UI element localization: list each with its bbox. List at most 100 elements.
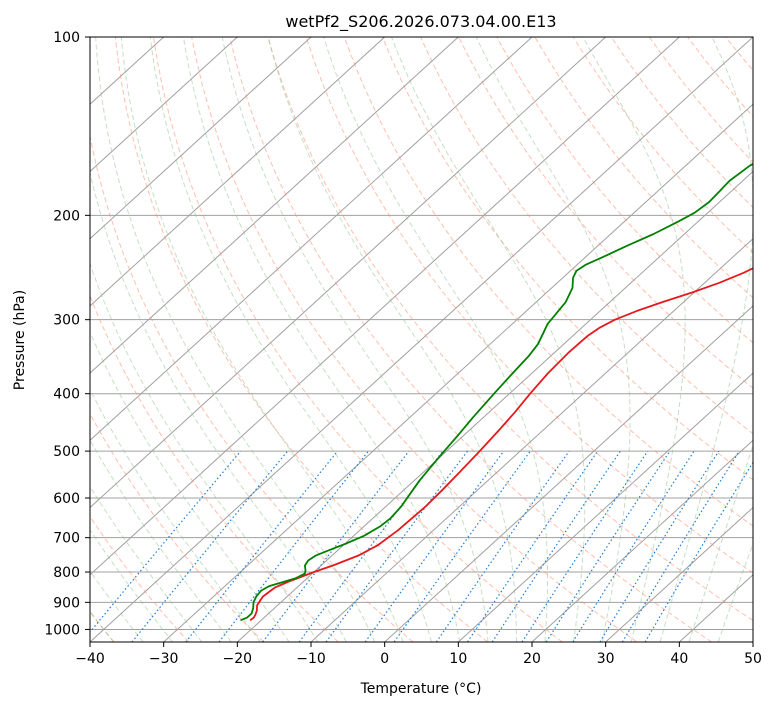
moist-adiabat-line (149, 37, 432, 642)
dry-adiabat-line (267, 37, 753, 622)
moist-adiabat-line (90, 262, 319, 642)
isotherm-line (384, 305, 753, 642)
dry-adiabat-line (381, 37, 753, 481)
y-tick-label: 700 (53, 531, 80, 547)
x-tick-label: −20 (223, 651, 253, 667)
dry-adiabat-line (114, 37, 488, 642)
isotherm-line (90, 37, 238, 173)
mixing-ratio-line (491, 450, 621, 642)
moist-adiabat-line (221, 37, 489, 642)
isotherm-line (457, 372, 753, 642)
mixing-ratio-line (325, 450, 468, 642)
moist-adiabat-line (120, 37, 404, 642)
mixing-ratio-line (393, 450, 531, 642)
background-lines (90, 37, 775, 642)
dry-adiabat-line (458, 37, 753, 389)
moist-adiabat-line (323, 37, 548, 642)
dry-adiabat-line (229, 37, 712, 642)
y-tick-label: 100 (53, 30, 80, 46)
isotherm-line (163, 103, 753, 642)
x-tick-label: 40 (670, 651, 688, 667)
moist-adiabat-line (90, 570, 144, 642)
dry-adiabat-line (496, 37, 753, 344)
moist-adiabat-line (90, 170, 347, 642)
isotherm-line (90, 37, 312, 240)
x-tick-label: 10 (449, 651, 467, 667)
moist-adiabat-line (183, 37, 461, 642)
temperature-profile-line (249, 267, 753, 622)
mixing-ratio-line (185, 450, 339, 642)
x-tick-label: 20 (523, 651, 541, 667)
moist-adiabat-line (90, 330, 290, 642)
moist-adiabat-line (582, 37, 686, 642)
dry-adiabat-line (687, 37, 753, 118)
isotherm-line (90, 37, 607, 509)
isotherm-line (90, 37, 680, 576)
mixing-ratio-line (621, 450, 740, 642)
isotherm-line (531, 439, 753, 642)
isotherm-line (90, 37, 753, 642)
moist-adiabat-line (90, 485, 203, 642)
y-tick-label: 1000 (44, 622, 80, 638)
dry-adiabat-line (648, 37, 753, 163)
dry-adiabat-line (572, 37, 753, 254)
mixing-ratio-line (466, 450, 599, 642)
mixing-ratio-line (599, 450, 720, 642)
y-tick-label: 500 (53, 444, 80, 460)
dry-adiabat-line (153, 37, 563, 642)
moist-adiabat-line (90, 528, 173, 642)
isotherm-line (752, 641, 753, 642)
plot-frame (89, 36, 754, 643)
y-tick-label: 900 (53, 595, 80, 611)
moist-adiabat-line (391, 37, 586, 642)
moist-adiabat-line (688, 443, 753, 642)
moist-adiabat-line (659, 37, 753, 642)
y-axis-label: Pressure (hPa) (12, 290, 28, 390)
moist-adiabat-line (90, 388, 261, 642)
dry-adiabat-line (305, 37, 753, 574)
x-tick-label: 30 (597, 651, 615, 667)
isotherm-line (236, 170, 753, 642)
dry-adiabat-line (420, 37, 753, 435)
moist-adiabat-line (475, 37, 631, 642)
moist-adiabat-line (717, 542, 753, 642)
dry-adiabat-line (90, 133, 414, 642)
mixing-ratio-line (435, 450, 570, 642)
dry-adiabat-line (764, 37, 775, 642)
dry-adiabat-line (90, 294, 339, 642)
dry-adiabat-line (191, 37, 638, 642)
isotherm-line (605, 506, 753, 642)
mixing-ratio-line (545, 450, 671, 642)
dewpoint-profile-line (240, 162, 753, 622)
dry-adiabat-line (534, 37, 753, 299)
data-lines (240, 162, 753, 622)
y-tick-label: 300 (53, 313, 80, 329)
isotherm-line (90, 37, 459, 374)
y-tick-label: 400 (53, 387, 80, 403)
mixing-ratio-line (572, 450, 695, 642)
mixing-ratio-line (131, 450, 289, 642)
mixing-ratio-line (364, 450, 505, 642)
isotherm-line (90, 37, 533, 442)
y-axis-ticks: 100 200 300 400 500 600 700 800 900 1000 (44, 30, 90, 638)
mixing-ratio-line (262, 450, 410, 642)
x-tick-label: 0 (380, 651, 389, 667)
chart-title: wetPf2_S206.2026.073.04.00.E13 (285, 12, 556, 32)
x-tick-label: −10 (296, 651, 326, 667)
x-tick-label: −40 (75, 651, 105, 667)
moist-adiabat-line (267, 37, 517, 642)
isotherm-line (90, 37, 386, 307)
mixing-ratio-line (218, 450, 369, 642)
moist-adiabat-line (90, 439, 232, 642)
mixing-ratio-line (90, 450, 242, 633)
x-tick-label: 50 (744, 651, 762, 667)
y-tick-label: 600 (53, 491, 80, 507)
dry-adiabat-line (90, 412, 264, 642)
dry-adiabat-line (343, 37, 753, 527)
y-tick-label: 200 (53, 208, 80, 224)
x-axis-ticks: −40 −30 −20 −10 0 10 20 30 40 50 (75, 642, 762, 667)
mixing-ratio-line (521, 450, 649, 642)
x-axis-label: Temperature (°C) (360, 681, 482, 697)
y-tick-label: 800 (53, 565, 80, 581)
